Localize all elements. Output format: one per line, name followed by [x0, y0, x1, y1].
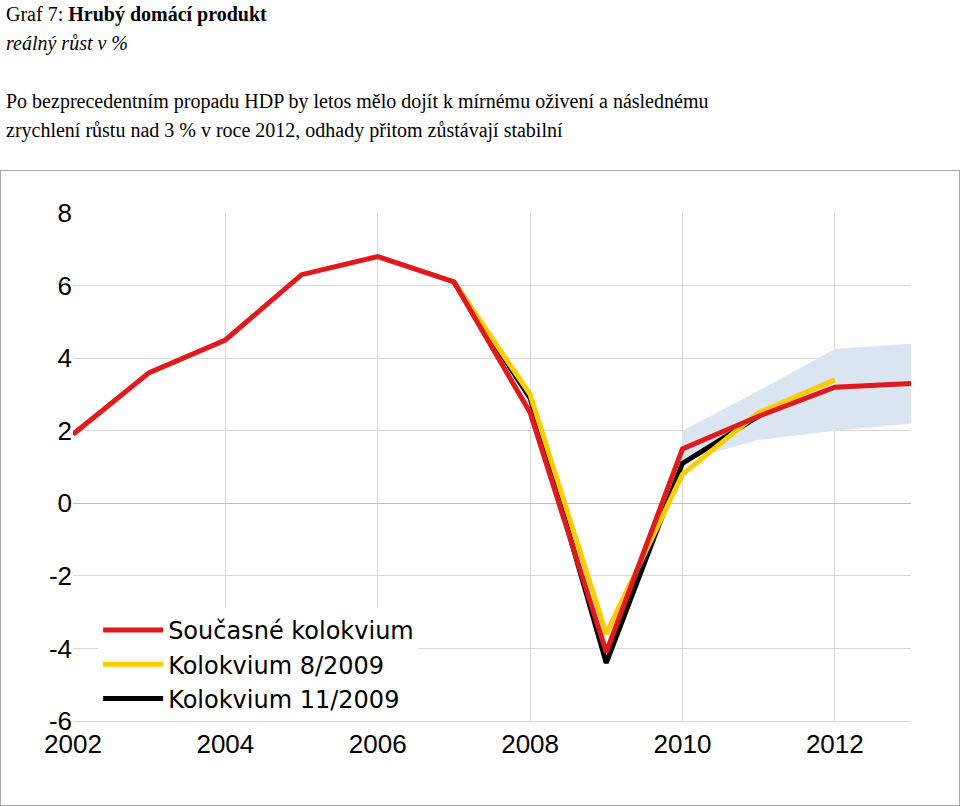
svg-text:Současné kolokvium: Současné kolokvium — [168, 617, 414, 645]
svg-text:-4: -4 — [49, 634, 72, 664]
svg-text:-6: -6 — [49, 706, 72, 736]
html-text:zrychlení růstu nad 3 % v roce: zrychlení růstu nad 3 % v roce 2012, odh… — [6, 119, 563, 141]
html-text:Graf 7: Hrubý domácí produkt: Graf 7: Hrubý domácí produkt — [6, 3, 267, 25]
svg-text:4: 4 — [58, 343, 72, 373]
svg-text:2012: 2012 — [806, 729, 864, 759]
svg-text:8: 8 — [58, 198, 72, 228]
svg-text:-2: -2 — [49, 561, 72, 591]
svg-text:2004: 2004 — [196, 729, 254, 759]
svg-text:2010: 2010 — [654, 729, 712, 759]
svg-text:2006: 2006 — [349, 729, 407, 759]
svg-text:Kolokvium 8/2009: Kolokvium 8/2009 — [168, 652, 384, 680]
svg-text:2002: 2002 — [44, 729, 102, 759]
svg-text:6: 6 — [58, 271, 72, 301]
svg-text:2: 2 — [58, 416, 72, 446]
svg-text:2008: 2008 — [501, 729, 559, 759]
svg-text:0: 0 — [58, 488, 72, 518]
html-text:reálný růst v %: reálný růst v % — [6, 32, 128, 54]
html-text:Po bezprecedentním propadu HDP: Po bezprecedentním propadu HDP by letos … — [6, 90, 709, 112]
svg-text:Kolokvium 11/2009: Kolokvium 11/2009 — [168, 686, 399, 714]
